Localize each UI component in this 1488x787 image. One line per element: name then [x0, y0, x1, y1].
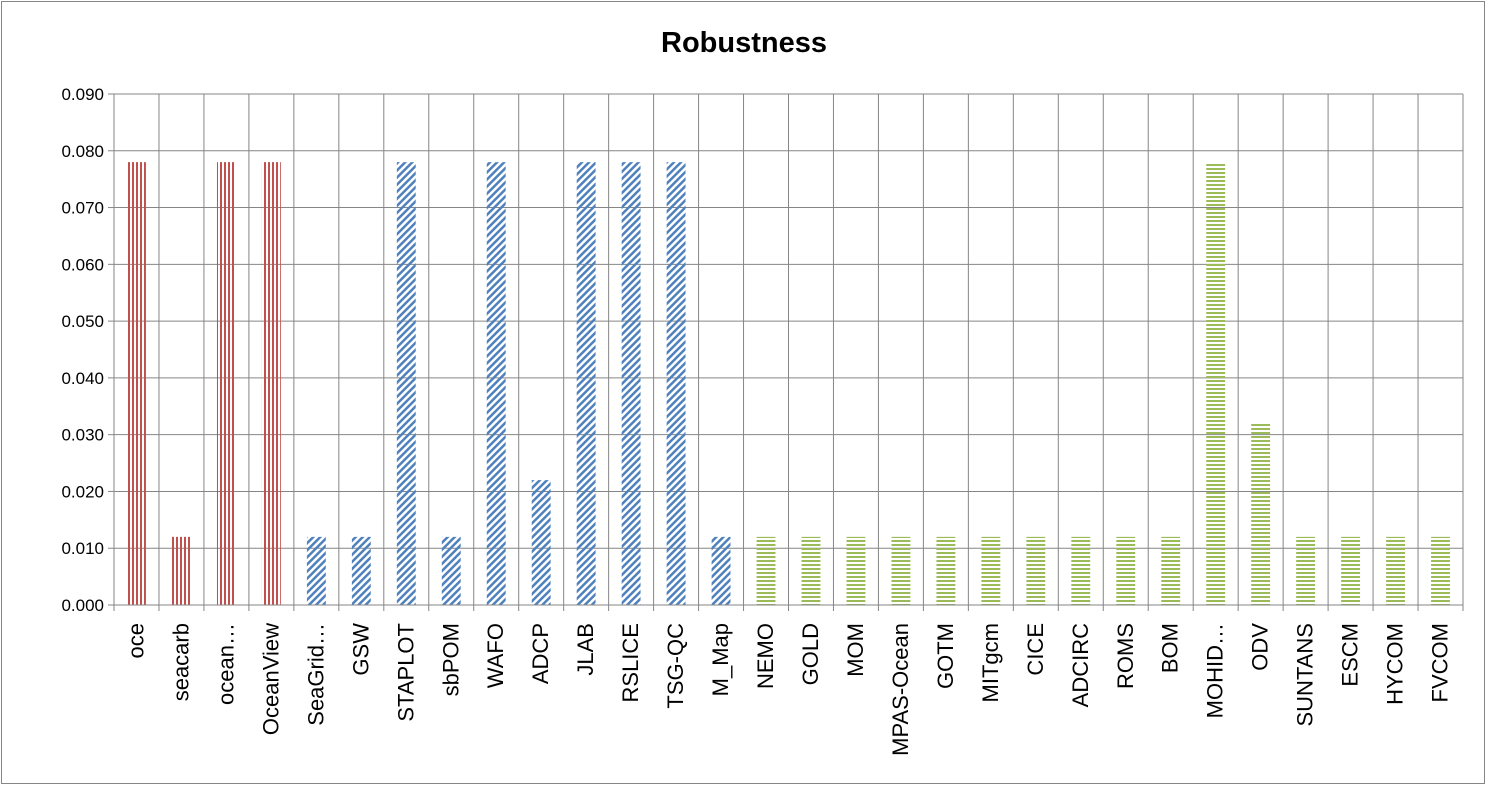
bar-sbpom	[441, 536, 461, 605]
bar-odv	[1251, 423, 1271, 605]
x-tick-label: MOHID…	[1203, 623, 1228, 718]
x-tick-label: BOM	[1158, 623, 1183, 673]
x-tick-label: GOLD	[798, 623, 823, 685]
bar-roms	[1116, 536, 1136, 605]
x-tick-label: WAFO	[483, 623, 508, 688]
x-tick-label: MPAS-Ocean	[888, 623, 913, 756]
x-tick-labels: oce seacarb ocean… OceanView SeaGrid… GSW STAP…	[123, 623, 1452, 756]
y-tick-label: 0.040	[61, 369, 104, 388]
bar-seagrid	[306, 536, 326, 605]
x-tick-label: ESCM	[1338, 623, 1363, 687]
bar-mpas-ocean	[891, 536, 911, 605]
bar-rslice	[621, 162, 641, 605]
x-tick-label: sbPOM	[438, 623, 463, 696]
bar-tsg-qc	[666, 162, 686, 605]
y-tick-label: 0.010	[61, 539, 104, 558]
x-tick-label: oce	[123, 623, 148, 658]
axes	[108, 93, 1463, 606]
bar-gold	[801, 536, 821, 605]
bar-mitgcm	[981, 536, 1001, 605]
x-tick-label: MITgcm	[978, 623, 1003, 702]
x-tick-label: JLAB	[573, 623, 598, 676]
bar-adcirc	[1071, 536, 1091, 605]
bar-fvcom	[1431, 536, 1450, 605]
x-tick-label: FVCOM	[1428, 623, 1453, 702]
x-tick-label: ROMS	[1113, 623, 1138, 689]
y-tick-label: 0.070	[61, 199, 104, 218]
bar-gotm	[936, 536, 956, 605]
bar-staplot	[396, 162, 416, 605]
x-tick-label: TSG-QC	[663, 623, 688, 709]
x-tick-label: M_Map	[708, 623, 733, 696]
x-tick-label: ODV	[1248, 623, 1273, 671]
bar-oce	[127, 162, 146, 605]
x-tick-label: NEMO	[753, 623, 778, 689]
y-tick-labels: 0.000 0.010 0.020 0.030 0.040 0.050 0.060 0.070…	[61, 85, 104, 615]
chart-title: Robustness	[661, 27, 827, 59]
x-tick-label: ADCIRC	[1068, 623, 1093, 707]
x-tick-label: ADCP	[528, 623, 553, 684]
bar-mom	[846, 536, 866, 605]
bars	[127, 162, 1450, 605]
bar-mohid	[1206, 162, 1226, 605]
x-tick-label: GOTM	[933, 623, 958, 689]
bar-m-map	[711, 536, 731, 605]
x-tick-label: GSW	[348, 623, 373, 676]
x-tick-label: OceanView	[258, 623, 283, 735]
bar-nemo	[756, 536, 776, 605]
bar-jlab	[576, 162, 596, 605]
bar-escm	[1341, 536, 1361, 605]
bar-gsw	[351, 536, 371, 605]
bar-cice	[1026, 536, 1046, 605]
x-tick-label: MOM	[843, 623, 868, 677]
bar-ocean	[216, 162, 236, 605]
bar-bom	[1161, 536, 1181, 605]
x-tick-label: SUNTANS	[1293, 623, 1318, 727]
y-tick-label: 0.060	[61, 255, 104, 274]
bar-adcp	[531, 480, 551, 605]
y-tick-label: 0.050	[61, 312, 104, 331]
bar-wafo	[486, 162, 506, 605]
x-tick-label: SeaGrid…	[303, 623, 328, 726]
x-tick-label: RSLICE	[618, 623, 643, 702]
bar-suntans	[1296, 536, 1316, 605]
x-tick-label: ocean…	[213, 623, 238, 705]
x-tick-label: seacarb	[168, 623, 193, 701]
y-tick-label: 0.080	[61, 142, 104, 161]
y-tick-label: 0.030	[61, 426, 104, 445]
y-tick-label: 0.020	[61, 482, 104, 501]
y-tick-label: 0.000	[61, 596, 104, 615]
x-tick-label: CICE	[1023, 623, 1048, 676]
x-tick-label: STAPLOT	[393, 623, 418, 722]
x-tick-label: HYCOM	[1383, 623, 1408, 705]
bar-oceanview	[261, 162, 281, 605]
bar-hycom	[1386, 536, 1405, 605]
bar-seacarb	[172, 536, 191, 605]
y-tick-label: 0.090	[61, 85, 104, 104]
